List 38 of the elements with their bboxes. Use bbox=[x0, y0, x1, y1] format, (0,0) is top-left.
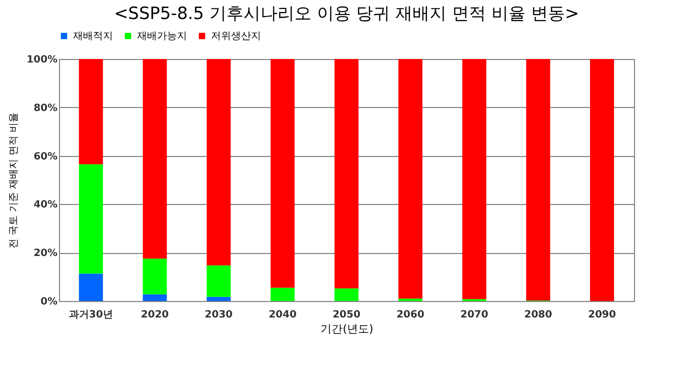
x-tick-label: 2030 bbox=[204, 310, 233, 320]
bar bbox=[142, 59, 167, 259]
x-axis-title: 기간(년도) bbox=[320, 322, 374, 336]
bar bbox=[142, 294, 167, 301]
x-tick-label: 과거30년 bbox=[68, 310, 113, 320]
x-tick-label: 2050 bbox=[332, 310, 360, 320]
y-tick-label: 40% bbox=[34, 200, 58, 211]
y-axis-title: 전 국토 기준 재배지 면적 비율 bbox=[8, 112, 20, 248]
bar bbox=[206, 296, 231, 301]
bar bbox=[590, 59, 614, 301]
bar bbox=[526, 59, 550, 301]
y-tick-label: 60% bbox=[34, 151, 58, 162]
bar bbox=[334, 59, 358, 288]
bar bbox=[334, 288, 358, 301]
y-tick-label: 100% bbox=[26, 54, 58, 66]
bar bbox=[270, 59, 295, 288]
bar bbox=[78, 59, 103, 164]
bar bbox=[78, 274, 103, 301]
bar bbox=[142, 258, 167, 294]
bar bbox=[270, 288, 295, 301]
x-tick-label: 2070 bbox=[460, 310, 488, 320]
bar bbox=[462, 59, 486, 300]
x-tick-label: 2090 bbox=[588, 310, 616, 320]
bar bbox=[78, 164, 103, 274]
legend-label: 재배적지 bbox=[73, 31, 113, 42]
bar bbox=[206, 265, 231, 297]
legend-label: 저위생산지 bbox=[211, 31, 261, 42]
legend-label: 재배가능지 bbox=[137, 31, 187, 42]
bar bbox=[398, 59, 422, 299]
y-tick-label: 0% bbox=[40, 296, 58, 308]
y-tick-label: 20% bbox=[34, 248, 58, 260]
x-tick-label: 2060 bbox=[396, 310, 424, 320]
x-tick-label: 2020 bbox=[140, 310, 169, 320]
chart-title: <SSP5-8.5 기후시나리오 이용 당귀 재배지 면적 비율 변동> bbox=[114, 4, 580, 24]
bar bbox=[206, 59, 231, 266]
x-tick-label: 2080 bbox=[524, 310, 552, 320]
x-tick-label: 2040 bbox=[268, 310, 297, 320]
y-tick-label: 80% bbox=[34, 102, 58, 114]
